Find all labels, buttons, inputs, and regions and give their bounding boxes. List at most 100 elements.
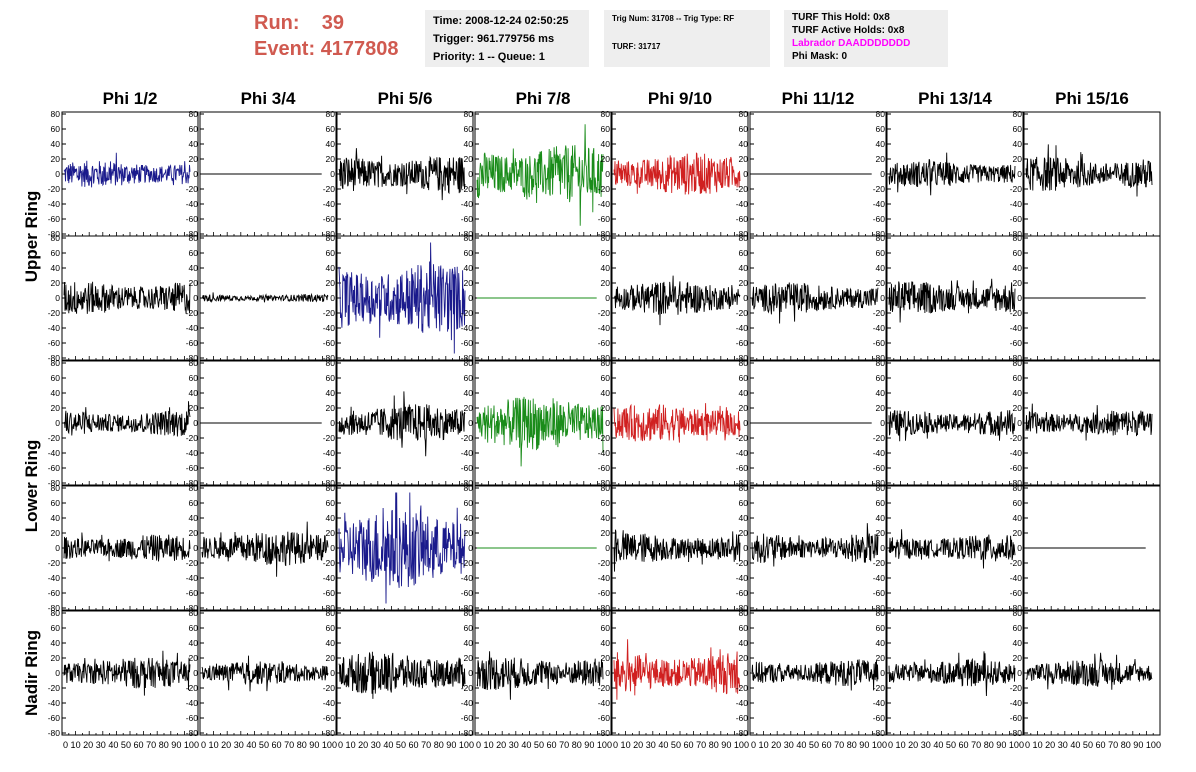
y-tick-label: -40 (48, 573, 61, 583)
waveform-panel: 80 60 40 20 0 -20 -40 -60 -80 (48, 358, 199, 488)
y-tick-label: -40 (461, 448, 474, 458)
y-tick-label: 40 (876, 638, 886, 648)
y-tick-label: 20 (464, 278, 474, 288)
y-tick-label: -80 (461, 603, 474, 613)
y-tick-label: -20 (598, 558, 611, 568)
y-tick-label: -60 (186, 214, 199, 224)
y-tick-label: -20 (1010, 308, 1023, 318)
y-tick-label: 40 (876, 388, 886, 398)
y-tick-label: 20 (51, 403, 61, 413)
y-tick-label: 20 (876, 528, 886, 538)
y-tick-label: 40 (51, 263, 61, 273)
y-tick-label: 0 (1017, 169, 1022, 179)
y-tick-label: -40 (736, 448, 749, 458)
y-tick-label: 80 (51, 233, 61, 243)
y-tick-label: -80 (1010, 603, 1023, 613)
y-tick-label: -20 (186, 184, 199, 194)
y-tick-label: 40 (1013, 263, 1023, 273)
y-tick-label: -20 (598, 683, 611, 693)
y-tick-label: -20 (48, 433, 61, 443)
row-group-label: Lower Ring (22, 440, 41, 533)
y-tick-label: 0 (330, 543, 335, 553)
y-tick-label: -20 (323, 308, 336, 318)
waveform-panel: 80 60 40 20 0 -20 -40 -60 -80 (323, 483, 474, 613)
y-tick-label: -60 (48, 214, 61, 224)
waveform-trace (63, 281, 191, 314)
y-tick-label: -60 (186, 338, 199, 348)
y-tick-label: 80 (1013, 109, 1023, 119)
y-tick-label: 80 (601, 109, 611, 119)
y-tick-label: 40 (326, 263, 336, 273)
y-tick-label: -60 (186, 713, 199, 723)
y-tick-label: 60 (601, 124, 611, 134)
y-tick-label: -80 (48, 478, 61, 488)
y-tick-label: 80 (1013, 358, 1023, 368)
y-tick-label: 60 (739, 623, 749, 633)
y-tick-label: 20 (739, 154, 749, 164)
y-tick-label: -80 (736, 229, 749, 239)
y-tick-label: -40 (873, 448, 886, 458)
waveform-panel: 80 60 40 20 0 -20 -40 -60 -80 (323, 233, 474, 363)
waveform-panel: 80 60 40 20 0 -20 -40 -60 -80 (736, 608, 887, 738)
y-tick-label: 80 (876, 483, 886, 493)
y-tick-label: -40 (598, 323, 611, 333)
y-tick-label: -60 (48, 338, 61, 348)
y-tick-label: -80 (48, 603, 61, 613)
y-tick-label: 0 (880, 169, 885, 179)
y-tick-label: 40 (51, 388, 61, 398)
waveform-trace (63, 650, 191, 696)
y-tick-label: -60 (48, 463, 61, 473)
column-title: Phi 11/12 (782, 89, 855, 108)
y-tick-label: -40 (598, 573, 611, 583)
y-tick-label: 80 (189, 483, 199, 493)
y-tick-label: -80 (323, 478, 336, 488)
y-tick-label: 40 (326, 638, 336, 648)
y-tick-label: 60 (464, 623, 474, 633)
y-tick-label: 60 (601, 248, 611, 258)
y-tick-label: -40 (1010, 448, 1023, 458)
y-tick-label: 0 (1017, 418, 1022, 428)
y-tick-label: 20 (739, 278, 749, 288)
y-tick-label: 0 (743, 418, 748, 428)
y-tick-label: -60 (873, 214, 886, 224)
y-tick-label: -20 (598, 433, 611, 443)
waveform-panel: 80 60 40 20 0 -20 -40 -60 -80 (873, 109, 1024, 239)
y-tick-label: 40 (189, 388, 199, 398)
y-tick-label: -80 (598, 478, 611, 488)
y-tick-label: -60 (736, 463, 749, 473)
y-tick-label: 20 (326, 528, 336, 538)
y-tick-label: 20 (1013, 653, 1023, 663)
y-tick-label: 0 (55, 543, 60, 553)
y-tick-label: -80 (186, 353, 199, 363)
y-tick-label: 60 (189, 124, 199, 134)
waveform-panel: 80 60 40 20 0 -20 -40 -60 -80 (48, 233, 199, 363)
y-tick-label: -60 (736, 713, 749, 723)
y-tick-label: 60 (464, 124, 474, 134)
y-tick-label: -20 (461, 308, 474, 318)
y-tick-label: 80 (876, 358, 886, 368)
y-tick-label: 20 (601, 403, 611, 413)
y-tick-label: -20 (873, 308, 886, 318)
y-tick-label: -80 (48, 353, 61, 363)
y-tick-label: 20 (326, 154, 336, 164)
waveform-trace (888, 152, 1016, 196)
run-event-label: Run: 39 Event: 4177808 (254, 10, 399, 62)
y-tick-label: 40 (464, 388, 474, 398)
y-tick-label: 60 (876, 623, 886, 633)
y-tick-label: 60 (739, 124, 749, 134)
y-tick-label: -20 (1010, 433, 1023, 443)
y-tick-label: 60 (739, 248, 749, 258)
y-tick-label: -40 (461, 698, 474, 708)
y-tick-label: 60 (601, 498, 611, 508)
y-tick-label: 60 (601, 623, 611, 633)
y-tick-label: 0 (605, 543, 610, 553)
y-tick-label: -60 (1010, 713, 1023, 723)
y-tick-label: 60 (876, 498, 886, 508)
waveform-panel: 80 60 40 20 0 -20 -40 -60 -80 (461, 233, 612, 363)
column-title: Phi 5/6 (378, 89, 433, 108)
y-tick-label: 60 (51, 373, 61, 383)
waveform-trace (613, 529, 741, 572)
y-tick-label: -60 (736, 214, 749, 224)
y-tick-label: 40 (326, 513, 336, 523)
turf-active-text: TURF Active Holds: 0x8 (792, 25, 905, 36)
